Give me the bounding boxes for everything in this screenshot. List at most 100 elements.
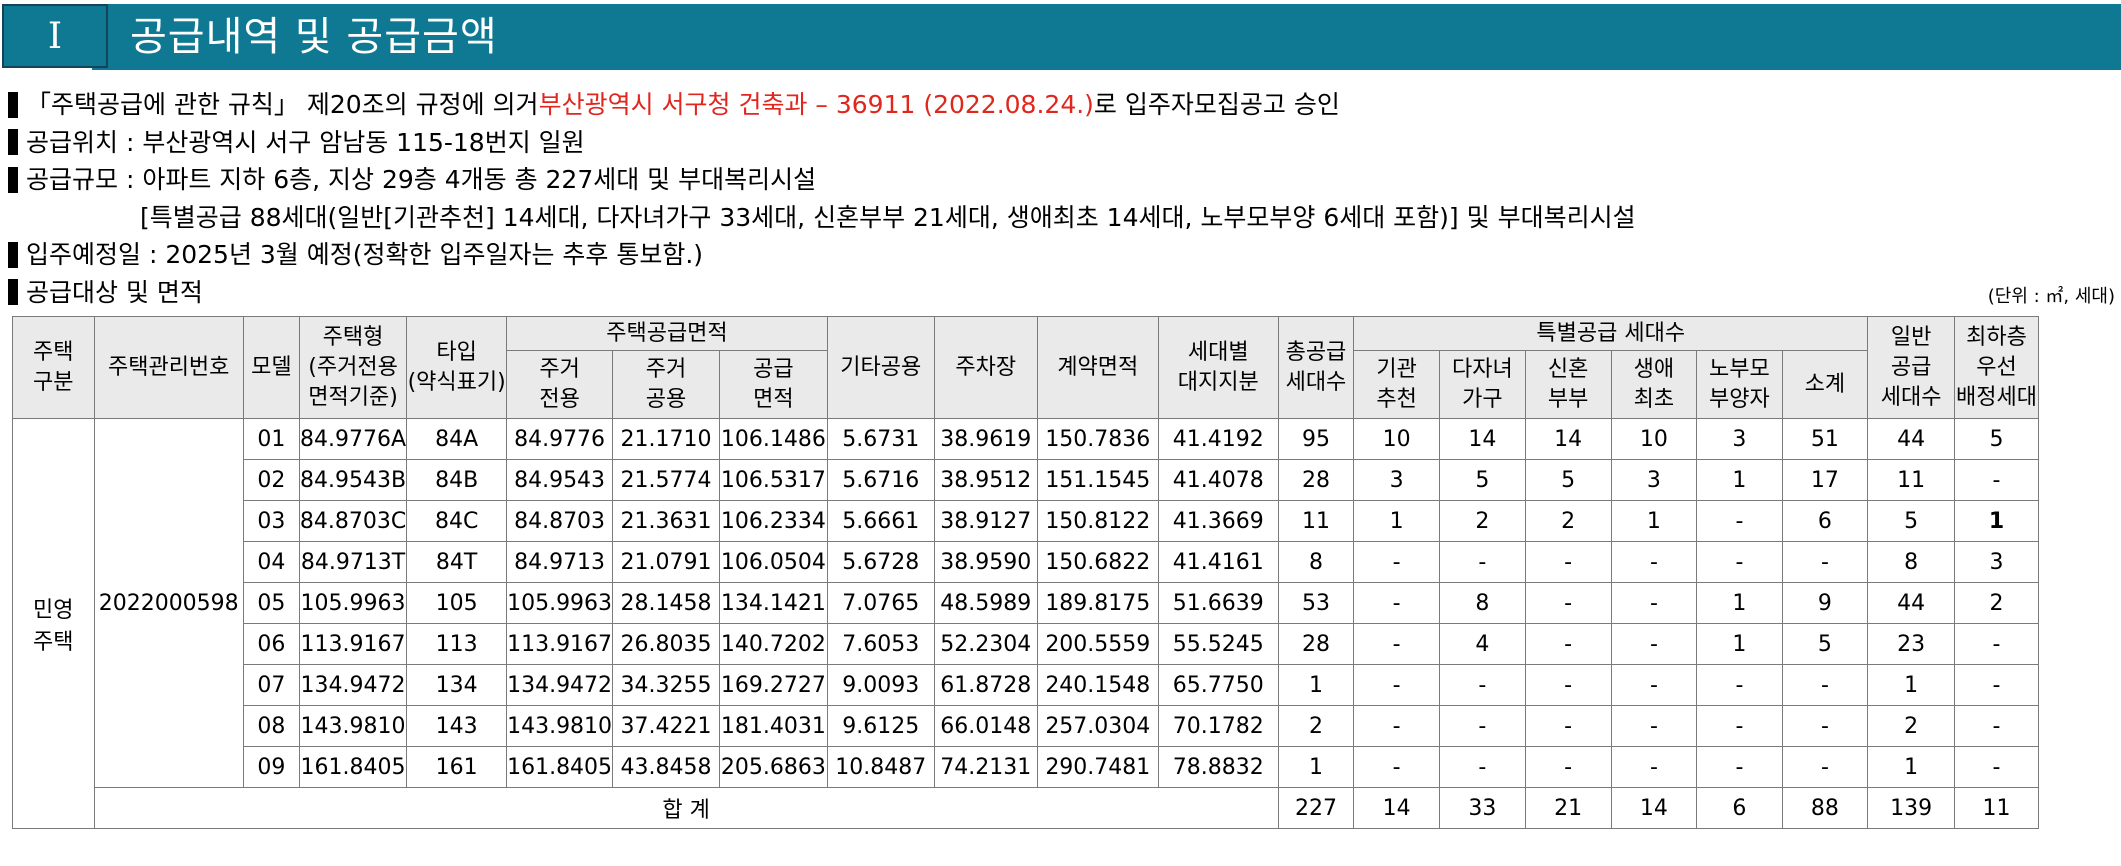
table-cell: 48.5989 [933,582,1038,624]
table-cell: 52.2304 [933,623,1038,665]
table-cell: 84.9713 [506,541,614,583]
table-cell: 143 [406,705,508,747]
th-total-supply: 총공급 세대수 [1277,316,1355,419]
table-cell: 7.6053 [826,623,935,665]
table-cell: 1 [1353,500,1440,542]
table-cell: 1 [1277,746,1355,788]
table-cell: 3 [1954,541,2039,583]
table-cell: 84.9776 [506,418,614,460]
table-cell: - [1696,500,1783,542]
table-cell: - [1610,623,1698,665]
table-cell: 55.5245 [1157,623,1279,665]
th-multi-child: 다자녀 가구 [1439,350,1526,419]
table-cell: 8 [1277,541,1355,583]
total-cell: 11 [1954,787,2039,829]
table-cell: 113.9167 [298,623,408,665]
table-cell: - [1954,746,2039,788]
table-cell: 105.9963 [298,582,408,624]
table-cell: 66.0148 [933,705,1038,747]
table-cell: 84.9713T [298,541,408,583]
table-cell: 105.9963 [506,582,614,624]
table-cell: 257.0304 [1036,705,1159,747]
table-cell: 21.1710 [612,418,720,460]
th-contract-area: 계약면적 [1036,316,1159,419]
table-cell: - [1353,541,1440,583]
table-row: 09 161.8405 161 161.8405 43.8458 205.6863 10.8… [13,746,2121,788]
table-cell: 5.6661 [826,500,935,542]
th-general-supply: 일반 공급 세대수 [1867,316,1956,419]
table-cell: - [1696,541,1783,583]
section-number: Ⅰ [2,4,108,68]
intro-line-approval: 「주택공급에 관한 규칙」 제20조의 규정에 의거 부산광역시 서구청 건축과… [8,86,1636,124]
table-cell: - [1439,664,1526,706]
table-cell: - [1524,623,1612,665]
th-housing-type: 주택 구분 [12,316,95,419]
table-cell: 21.3631 [612,500,720,542]
th-subtotal: 소계 [1781,350,1869,419]
th-first-home: 생애 최초 [1610,350,1698,419]
table-cell: 1 [1696,623,1783,665]
table-cell: 05 [242,582,300,624]
approval-text: 「주택공급에 관한 규칙」 제20조의 규정에 의거 [26,90,539,119]
total-cell: 14 [1610,787,1698,829]
table-cell: 74.2131 [933,746,1038,788]
supply-table: 주택 구분 주택관리번호 모델 주택형 (주거전용 면적기준) 타입 (약식표기… [12,316,2121,829]
table-cell: 1 [1610,500,1698,542]
table-cell: 2 [1954,582,2039,624]
table-cell: 17 [1781,459,1869,501]
table-cell: 106.1486 [718,418,828,460]
table-cell: 200.5559 [1036,623,1159,665]
table-cell: - [1439,746,1526,788]
table-cell: 3 [1353,459,1440,501]
table-cell: 5 [1867,500,1956,542]
table-cell: 10 [1353,418,1440,460]
table-cell: - [1696,664,1783,706]
table-cell: - [1353,705,1440,747]
table-cell: 9.0093 [826,664,935,706]
table-cell: 38.9590 [933,541,1038,583]
total-cell: 33 [1439,787,1526,829]
table-cell: 113 [406,623,508,665]
table-cell: 26.8035 [612,623,720,665]
table-cell: 5 [1781,623,1869,665]
table-cell: 106.2334 [718,500,828,542]
table-cell: 105 [406,582,508,624]
table-cell: 41.4161 [1157,541,1279,583]
table-cell: - [1781,541,1869,583]
scale-text: 공급규모 : 아파트 지하 6층, 지상 29층 4개동 총 227세대 및 부… [26,165,817,194]
bullet-icon [8,241,18,268]
table-cell: 1 [1696,582,1783,624]
table-cell: 10 [1610,418,1698,460]
table-cell: 240.1548 [1036,664,1159,706]
total-cell: 14 [1353,787,1440,829]
table-cell: - [1610,746,1698,788]
table-cell: - [1610,541,1698,583]
th-exclusive: 주거 전용 [506,350,614,419]
table-cell: 9 [1781,582,1869,624]
table-cell: - [1439,705,1526,747]
table-cell: 113.9167 [506,623,614,665]
table-cell: - [1524,746,1612,788]
table-cell: 84T [406,541,508,583]
table-cell: 7.0765 [826,582,935,624]
table-cell: 37.4221 [612,705,720,747]
table-cell: 03 [242,500,300,542]
th-newlywed: 신혼 부부 [1524,350,1612,419]
table-cell: 140.7202 [718,623,828,665]
total-cell: 139 [1867,787,1956,829]
table-cell: 5.6728 [826,541,935,583]
table-cell: 6 [1781,500,1869,542]
table-cell: - [1524,541,1612,583]
table-cell: 41.3669 [1157,500,1279,542]
total-cell: 227 [1277,787,1355,829]
table-row: 02 84.9543B 84B 84.9543 21.5774 106.5317 5.671… [13,459,2121,501]
table-cell: 5.6716 [826,459,935,501]
th-housing: 주택형 (주거전용 면적기준) [298,316,408,419]
th-supply: 공급 면적 [718,350,828,419]
target-text: 공급대상 및 면적 [26,277,203,307]
table-cell: 5 [1439,459,1526,501]
table-cell: 38.9512 [933,459,1038,501]
table-cell: 150.7836 [1036,418,1159,460]
table-cell: 28 [1277,623,1355,665]
table-cell: 84C [406,500,508,542]
